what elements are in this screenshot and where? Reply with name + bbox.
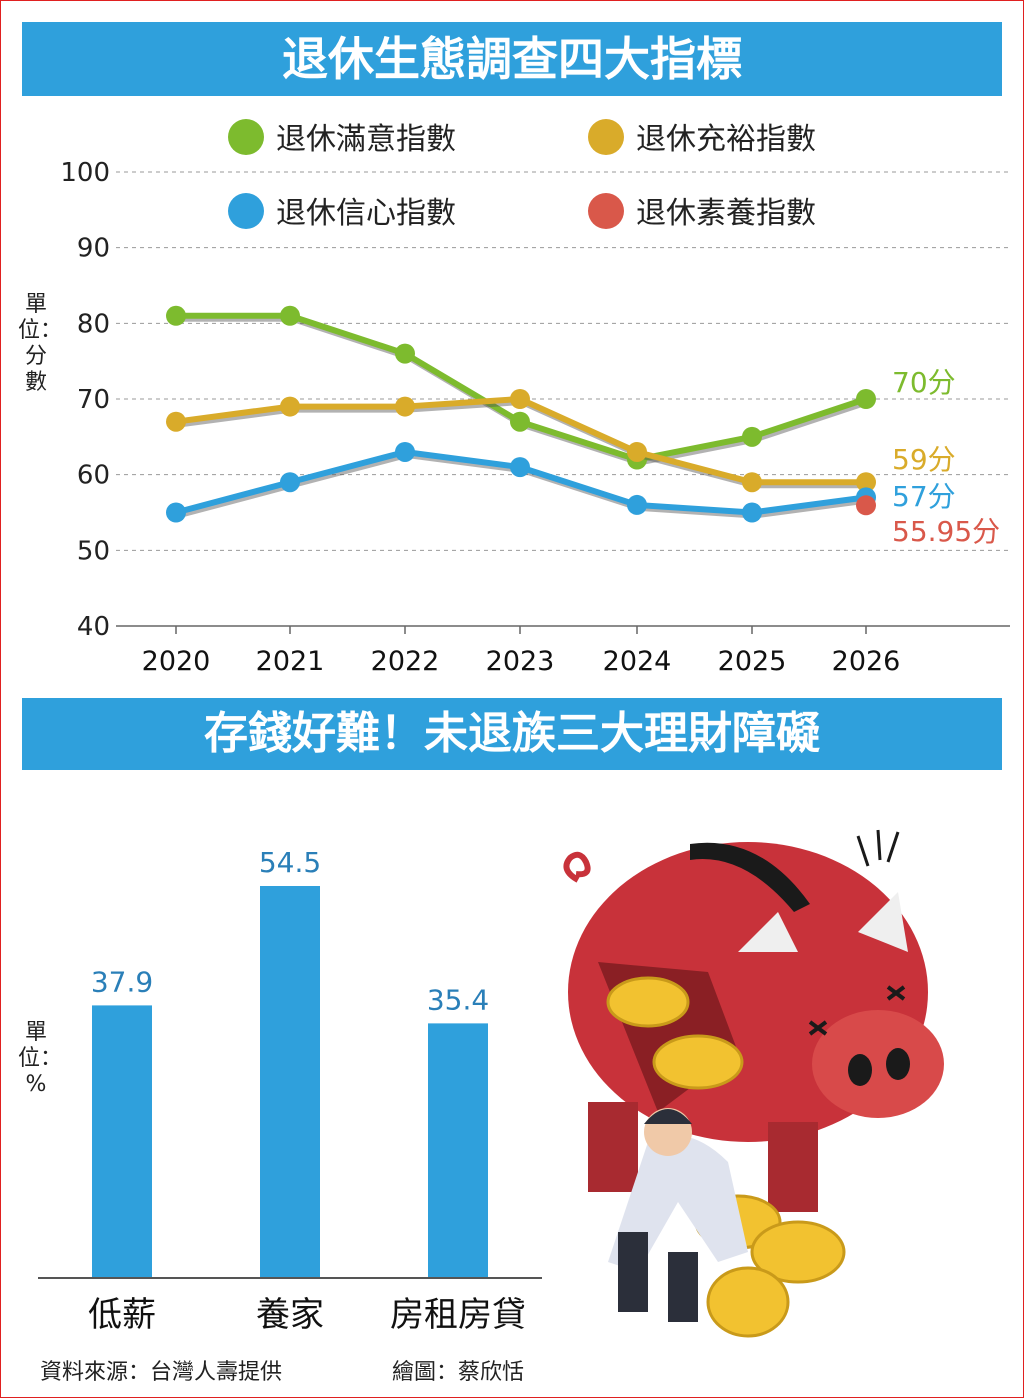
piggy-bank-illustration bbox=[563, 829, 944, 1338]
data-point bbox=[742, 426, 762, 447]
x-tick-label: 2024 bbox=[603, 646, 672, 677]
x-tick-label: 2023 bbox=[486, 646, 555, 677]
bar bbox=[260, 886, 320, 1278]
bar-value-label: 37.9 bbox=[91, 965, 153, 998]
legend-marker bbox=[228, 193, 264, 229]
data-point bbox=[166, 502, 186, 523]
y-tick-label: 50 bbox=[77, 536, 110, 566]
data-point bbox=[510, 411, 530, 432]
source-note: 資料來源：台灣人壽提供 bbox=[40, 1360, 283, 1385]
data-point bbox=[856, 389, 876, 409]
data-point bbox=[280, 305, 300, 326]
legend-label: 退休滿意指數 bbox=[276, 122, 456, 157]
legend-label: 退休信心指數 bbox=[276, 196, 456, 231]
data-point bbox=[395, 396, 415, 417]
legend-marker bbox=[228, 119, 264, 155]
bar bbox=[428, 1023, 488, 1278]
credit-note: 繪圖：蔡欣恬 bbox=[392, 1360, 525, 1385]
data-point bbox=[510, 389, 530, 409]
unit-label-percent: 單位：% bbox=[18, 1020, 63, 1097]
x-tick-label: 2022 bbox=[371, 646, 440, 677]
data-point bbox=[510, 457, 530, 478]
data-point bbox=[627, 441, 647, 462]
x-tick-label: 2020 bbox=[142, 646, 211, 677]
y-tick-label: 100 bbox=[60, 158, 110, 188]
chart-title-saving-obstacles: 存錢好難！未退族三大理財障礙 bbox=[22, 698, 1002, 770]
y-tick-label: 60 bbox=[77, 461, 110, 491]
data-point bbox=[742, 472, 762, 493]
chart-title-retirement-index: 退休生態調查四大指標 bbox=[22, 22, 1002, 96]
bar bbox=[92, 1005, 152, 1278]
y-tick-label: 40 bbox=[77, 612, 110, 642]
data-point bbox=[856, 495, 876, 516]
data-point bbox=[742, 502, 762, 523]
data-point bbox=[166, 305, 186, 326]
y-tick-label: 70 bbox=[77, 385, 110, 415]
legend-marker bbox=[588, 193, 624, 229]
end-value-label: 55.95分 bbox=[892, 515, 1000, 548]
end-value-label: 57分 bbox=[892, 480, 956, 513]
line-chart: 100 90 80 70 60 50 40 2020 2021 2022 2023 2024 2025 2… bbox=[60, 119, 1010, 677]
legend-marker bbox=[588, 119, 624, 155]
x-tick-label: 2021 bbox=[256, 646, 325, 677]
end-value-label: 70分 bbox=[892, 366, 956, 399]
data-point bbox=[166, 411, 186, 432]
bar-value-label: 54.5 bbox=[259, 846, 321, 879]
data-point bbox=[395, 343, 415, 364]
bar-category-label: 低薪 bbox=[88, 1295, 156, 1335]
end-value-label: 59分 bbox=[892, 443, 956, 476]
data-point bbox=[856, 472, 876, 493]
legend-label: 退休充裕指數 bbox=[636, 122, 816, 157]
bar-value-label: 35.4 bbox=[427, 983, 489, 1016]
data-point bbox=[627, 494, 647, 515]
y-tick-label: 80 bbox=[77, 309, 110, 339]
y-tick-label: 90 bbox=[77, 234, 110, 264]
legend-label: 退休素養指數 bbox=[636, 196, 816, 231]
x-tick-label: 2026 bbox=[832, 646, 901, 677]
data-point bbox=[280, 472, 300, 493]
x-tick-label: 2025 bbox=[718, 646, 787, 677]
bar-category-label: 房租房貸 bbox=[390, 1295, 526, 1335]
bar-category-label: 養家 bbox=[256, 1295, 324, 1335]
data-point bbox=[395, 441, 415, 462]
data-point bbox=[280, 396, 300, 417]
